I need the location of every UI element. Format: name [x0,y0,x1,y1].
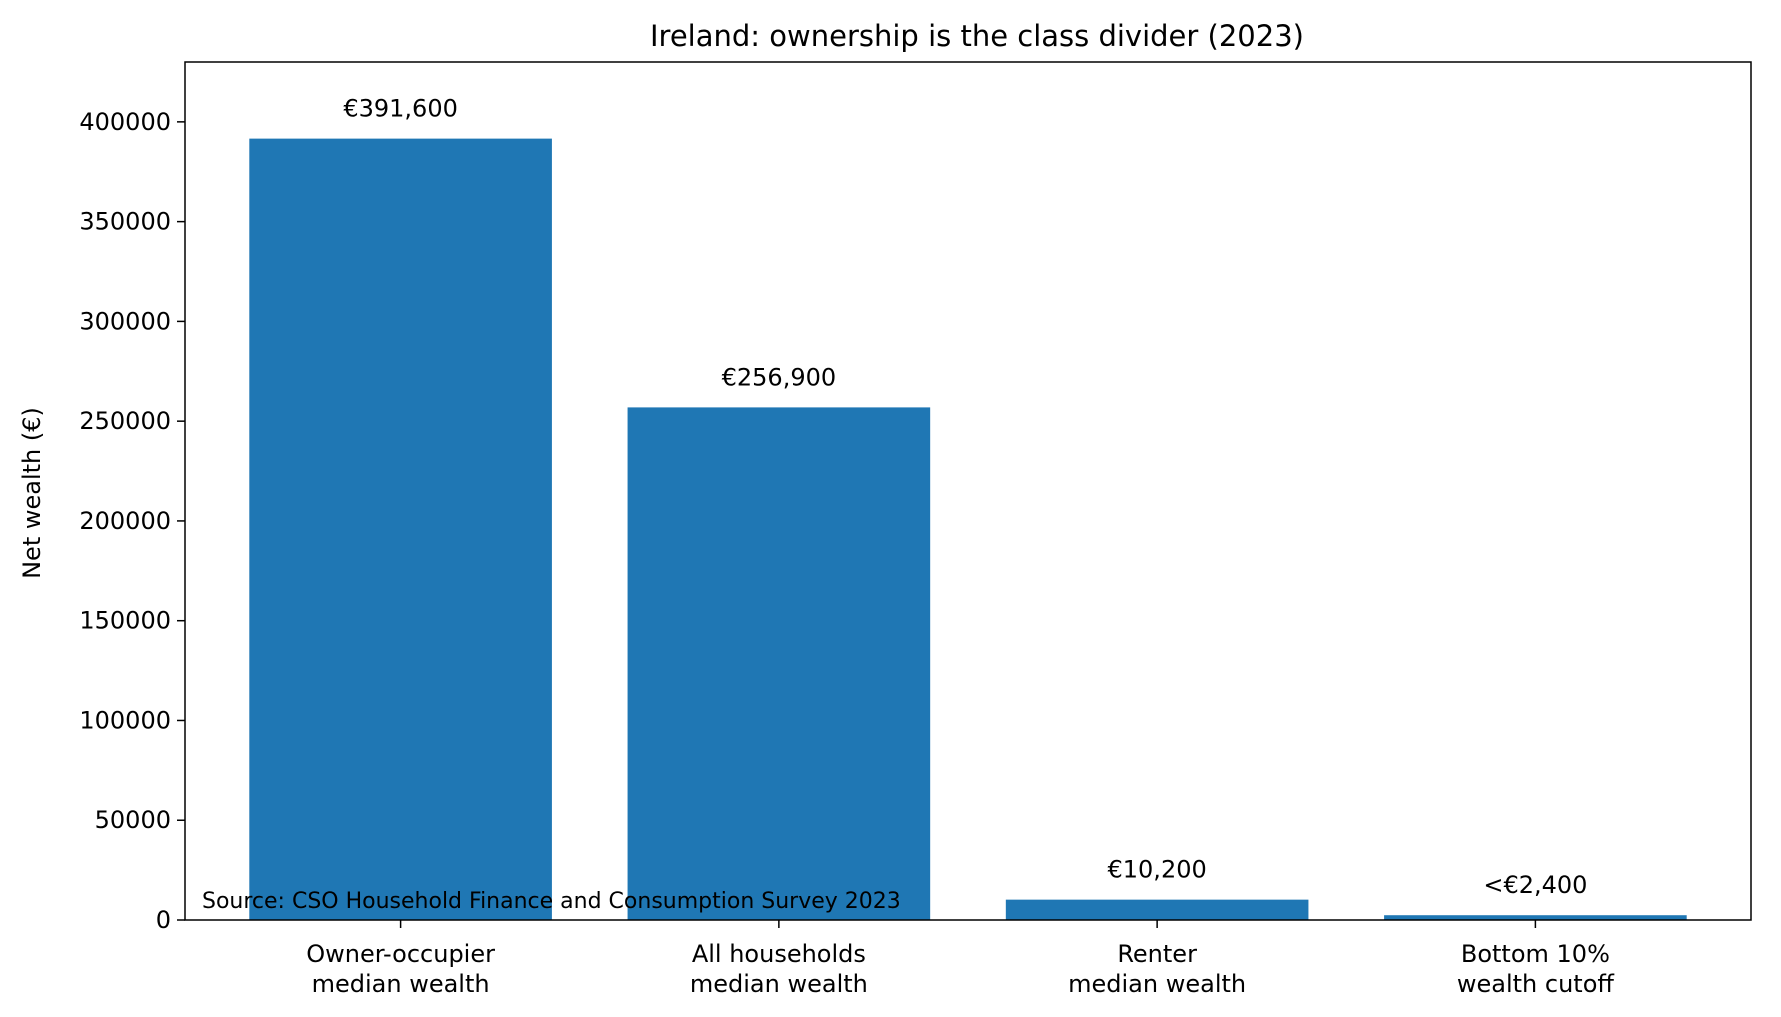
y-tick-label: 0 [156,906,171,934]
plot-frame [184,61,1752,921]
x-tick-label: median wealth [312,970,490,998]
x-tick-label: wealth cutoff [1457,970,1615,998]
bar-data-labels: €391,600 €256,900 €10,200 <€2,400 [343,95,1587,900]
bar-data-label: <€2,400 [1483,871,1587,899]
bar [1384,915,1687,920]
y-tick-label: 50000 [95,806,171,834]
x-tick-label: median wealth [690,970,868,998]
bar [1005,899,1309,920]
y-tick-label: 150000 [79,607,171,635]
y-axis-ticks: 0 50000 100000 150000 200000 250000 300000 3500… [79,108,185,934]
source-annotation: Source: CSO Household Finance and Consum… [202,889,901,914]
y-tick-label: 300000 [79,307,171,335]
x-tick-label: Bottom 10% [1461,940,1610,968]
y-tick-label: 350000 [79,208,171,236]
y-tick-label: 250000 [79,407,171,435]
y-tick-label: 400000 [79,108,171,136]
bars-group [249,138,1687,920]
x-tick-label: median wealth [1068,970,1246,998]
chart-title: Ireland: ownership is the class divider … [650,19,1304,53]
y-tick-label: 100000 [79,706,171,734]
x-tick-label: All households [692,940,866,968]
bar [249,138,552,920]
bar-data-label: €256,900 [722,363,837,391]
bar-data-label: €391,600 [343,95,458,123]
x-tick-label: Owner-occupier [306,940,495,968]
x-tick-label: Renter [1117,940,1197,968]
y-axis-label: Net wealth (€) [18,407,46,579]
y-tick-label: 200000 [79,507,171,535]
bar [627,407,931,920]
bar-data-label: €10,200 [1108,856,1207,884]
